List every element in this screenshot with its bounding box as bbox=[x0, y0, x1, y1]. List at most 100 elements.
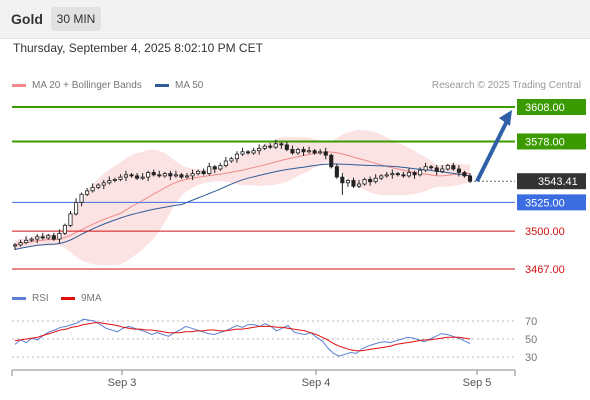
moving-averages bbox=[14, 151, 471, 250]
candle-body bbox=[318, 151, 323, 154]
candle-body bbox=[212, 166, 217, 170]
candle-body bbox=[62, 224, 67, 234]
candle-body bbox=[29, 238, 34, 241]
candle-body bbox=[401, 174, 406, 177]
candle-body bbox=[207, 166, 212, 174]
current-price-badge bbox=[517, 173, 586, 190]
candle-body bbox=[118, 176, 123, 180]
forecast-arrow-head bbox=[499, 110, 512, 126]
candle-body bbox=[51, 235, 56, 240]
candle-body bbox=[218, 165, 223, 170]
legend-ma50: MA 50 bbox=[155, 80, 203, 91]
level-label-3467.00: 3467.00 bbox=[525, 264, 565, 276]
candle-body bbox=[134, 175, 140, 179]
candle-body bbox=[101, 182, 106, 186]
candle-body bbox=[373, 177, 378, 182]
candle-body bbox=[284, 144, 289, 150]
candle-body bbox=[223, 160, 228, 166]
candle-body bbox=[79, 193, 84, 203]
candle-body bbox=[390, 173, 395, 176]
candle-body bbox=[162, 173, 167, 177]
candle-body bbox=[379, 175, 384, 179]
legend-swatch-bollinger bbox=[12, 83, 26, 87]
candle-body bbox=[440, 168, 445, 172]
candle-body bbox=[423, 166, 428, 171]
candle-body bbox=[384, 174, 389, 177]
candle-body bbox=[151, 172, 156, 176]
candle-body bbox=[196, 170, 201, 175]
candle-body bbox=[85, 190, 90, 195]
level-label-3525.00: 3525.00 bbox=[525, 197, 565, 209]
credit-text: Research © 2025 Trading Central bbox=[431, 80, 581, 91]
ma20-line bbox=[14, 151, 471, 246]
x-tick-label: Sep 4 bbox=[302, 377, 331, 389]
candle-body bbox=[24, 239, 29, 244]
candle-body bbox=[345, 180, 350, 184]
timeframe-button[interactable]: 30 MIN bbox=[51, 7, 101, 31]
candle-body bbox=[306, 150, 312, 153]
x-tick-label: Sep 3 bbox=[108, 377, 137, 389]
candle-body bbox=[140, 176, 145, 179]
candle-body bbox=[429, 166, 434, 169]
candle-body bbox=[245, 151, 251, 154]
candle-body bbox=[340, 176, 345, 184]
candle-body bbox=[112, 178, 117, 181]
candle-body bbox=[146, 172, 151, 178]
rsi-tick-50: 50 bbox=[525, 334, 537, 346]
candle-body bbox=[262, 145, 267, 149]
candle-body bbox=[229, 158, 234, 162]
candle-body bbox=[301, 149, 306, 153]
candle-body bbox=[445, 165, 450, 170]
timestamp: Thursday, September 4, 2025 8:02:10 PM C… bbox=[13, 41, 263, 55]
candle-body bbox=[323, 151, 328, 156]
ma50-line bbox=[14, 163, 471, 250]
level-badge-3525.00 bbox=[517, 194, 586, 211]
candle-body bbox=[168, 173, 173, 177]
candle-body bbox=[257, 147, 262, 152]
candle-body bbox=[12, 244, 18, 247]
forecast-arrow-shaft bbox=[475, 118, 510, 183]
legend-label-ma50: MA 50 bbox=[175, 80, 204, 91]
legend-9ma: 9MA bbox=[61, 293, 102, 304]
rsi-panel: 70 50 30 bbox=[12, 316, 537, 364]
rsi-tick-70: 70 bbox=[525, 316, 537, 328]
level-badge-3578.00 bbox=[517, 133, 586, 150]
candle-body bbox=[179, 174, 184, 178]
candle-body bbox=[240, 151, 245, 155]
candle-body bbox=[251, 150, 256, 154]
candle-body bbox=[129, 174, 134, 177]
level-badge-3608.00 bbox=[517, 99, 586, 115]
candle-body bbox=[57, 232, 62, 240]
candle-body bbox=[173, 174, 179, 177]
candle-body bbox=[268, 145, 273, 148]
legend-label-bollinger: MA 20 + Bollinger Bands bbox=[32, 80, 142, 91]
candle-body bbox=[157, 174, 162, 177]
candle-body bbox=[356, 183, 362, 187]
candle-body bbox=[273, 143, 278, 148]
legend-ma-bollinger: MA 20 + Bollinger Bands bbox=[12, 80, 142, 91]
candle-body bbox=[362, 178, 367, 185]
candle-body bbox=[462, 172, 467, 177]
candle-body bbox=[46, 235, 51, 239]
rsi-tick-30: 30 bbox=[525, 352, 537, 364]
candles bbox=[12, 139, 473, 251]
candle-body bbox=[107, 180, 112, 184]
candle-body bbox=[467, 175, 473, 182]
candle-body bbox=[334, 166, 339, 178]
rsi-line bbox=[14, 318, 471, 357]
candle-body bbox=[90, 186, 95, 192]
candle-body bbox=[412, 172, 417, 176]
candle-body bbox=[190, 173, 195, 177]
candle-body bbox=[456, 168, 461, 173]
candle-body bbox=[434, 167, 439, 172]
candle-body bbox=[234, 153, 240, 160]
candle-body bbox=[406, 172, 411, 177]
instrument-name: Gold bbox=[11, 11, 43, 27]
x-tick-label: Sep 5 bbox=[463, 377, 492, 389]
candle-body bbox=[329, 154, 334, 168]
time-axis: Sep 3 Sep 4 Sep 5 bbox=[11, 369, 516, 389]
level-label-3608.00: 3608.00 bbox=[525, 102, 565, 114]
level-label-3500.00: 3500.00 bbox=[525, 226, 565, 238]
rsi-ma9-line bbox=[14, 322, 471, 352]
